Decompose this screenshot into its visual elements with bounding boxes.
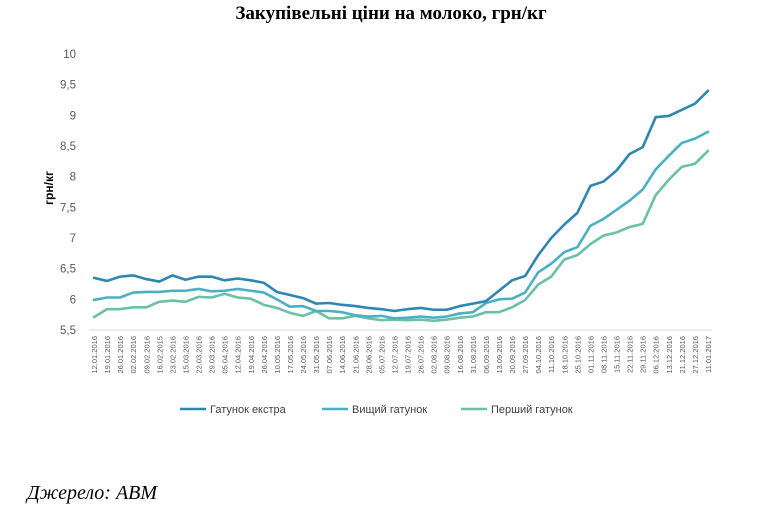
x-tick-label: 29.11.2016 [639,336,648,373]
y-tick-label: 7,5 [60,202,76,214]
x-tick-label: 22.03.2016 [195,336,204,374]
x-tick-label: 15.11.2016 [613,336,622,373]
x-tick-label: 31.05.2016 [312,336,321,374]
x-tick-label: 23.02.2016 [168,336,177,374]
x-tick-label: 12.07.2016 [390,336,399,374]
x-tick-label: 05.04.2016 [221,336,230,374]
y-tick-label: 5,5 [60,325,76,337]
y-tick-label: 8,5 [60,141,76,153]
x-axis: 12.01.2016 19.01.2016 26.01.2016 02.02.2016… [90,329,713,374]
y-tick-label: 9 [70,110,76,122]
x-tick-label: 17.05.2016 [286,336,295,374]
y-tick-label: 10 [63,49,76,61]
x-tick-label: 26.07.2016 [417,336,426,374]
x-tick-label: 26.04.2016 [260,336,269,374]
series-layer [92,89,710,323]
legend-label: Гатунок екстра [210,404,287,416]
series-line [92,149,710,323]
x-tick-label: 26.01.2016 [116,336,125,374]
x-tick-label: 02.08.2016 [430,336,439,374]
x-tick-label: 25.10.2016 [573,336,582,374]
legend-label: Перший гатунок [491,404,573,416]
y-tick-label: 6,5 [60,264,76,276]
series-line [92,130,710,320]
x-tick-label: 13.12.2016 [665,336,674,374]
x-tick-label: 12.04.2016 [234,336,243,374]
x-tick-label: 20.09.2016 [508,336,517,374]
x-tick-label: 09.02.2016 [142,336,151,374]
series-line [92,89,710,313]
x-tick-label: 19.04.2016 [247,336,256,374]
x-tick-label: 06.12.2016 [652,336,661,374]
chart-title: Закупівельні ціни на молоко, грн/кг [235,3,547,24]
x-tick-label: 21.12.2016 [678,336,687,374]
x-tick-label: 28.06.2016 [364,336,373,374]
x-tick-label: 14.06.2016 [338,336,347,374]
y-tick-label: 9,5 [60,80,76,92]
x-tick-label: 27.12.2016 [691,336,700,374]
legend: Гатунок екстра Вищий гатунок Перший гатуно… [180,404,573,416]
source-note: Джерело: АВМ [27,482,158,504]
x-tick-label: 19.07.2016 [404,336,413,374]
x-tick-label: 02.02.2016 [129,336,138,374]
x-tick-label: 21.06.2016 [351,336,360,374]
x-tick-label: 31.08.2016 [469,336,478,374]
legend-label: Вищий гатунок [352,404,427,416]
x-tick-label: 06.09.2016 [482,336,491,374]
x-tick-label: 11.10.2016 [547,336,556,373]
x-tick-label: 19.01.2016 [103,336,112,374]
y-axis-label: грн/кг [42,171,56,205]
y-tick-label: 8 [70,172,76,184]
x-tick-label: 05.07.2016 [377,336,386,374]
x-tick-label: 12.01.2016 [90,336,99,374]
x-tick-label: 13.09.2016 [495,336,504,374]
x-tick-label: 27.09.2016 [521,336,530,374]
x-tick-label: 16.02.2015 [155,336,164,374]
y-axis: 5,5 6 6,5 7 7,5 8 8,5 9 9,5 10 [60,49,76,337]
x-tick-label: 07.06.2016 [325,336,334,374]
x-tick-label: 18.10.2016 [560,336,569,374]
x-tick-label: 24.05.2016 [299,336,308,374]
x-tick-label: 22.11.2016 [626,336,635,373]
x-tick-label: 08.11.2016 [599,336,608,373]
y-tick-label: 6 [70,294,76,306]
x-tick-label: 09.08.2016 [443,336,452,374]
x-tick-label: 10.05.2016 [273,336,282,374]
x-tick-label: 16.08.2016 [456,336,465,374]
x-tick-label: 04.10.2016 [534,336,543,374]
y-tick-label: 7 [70,233,76,245]
x-tick-label: 15.03.2016 [181,336,190,374]
x-tick-label: 11.01.2017 [704,336,713,373]
x-tick-label: 29.03.2016 [208,336,217,374]
x-tick-label: 01.11.2016 [586,336,595,373]
